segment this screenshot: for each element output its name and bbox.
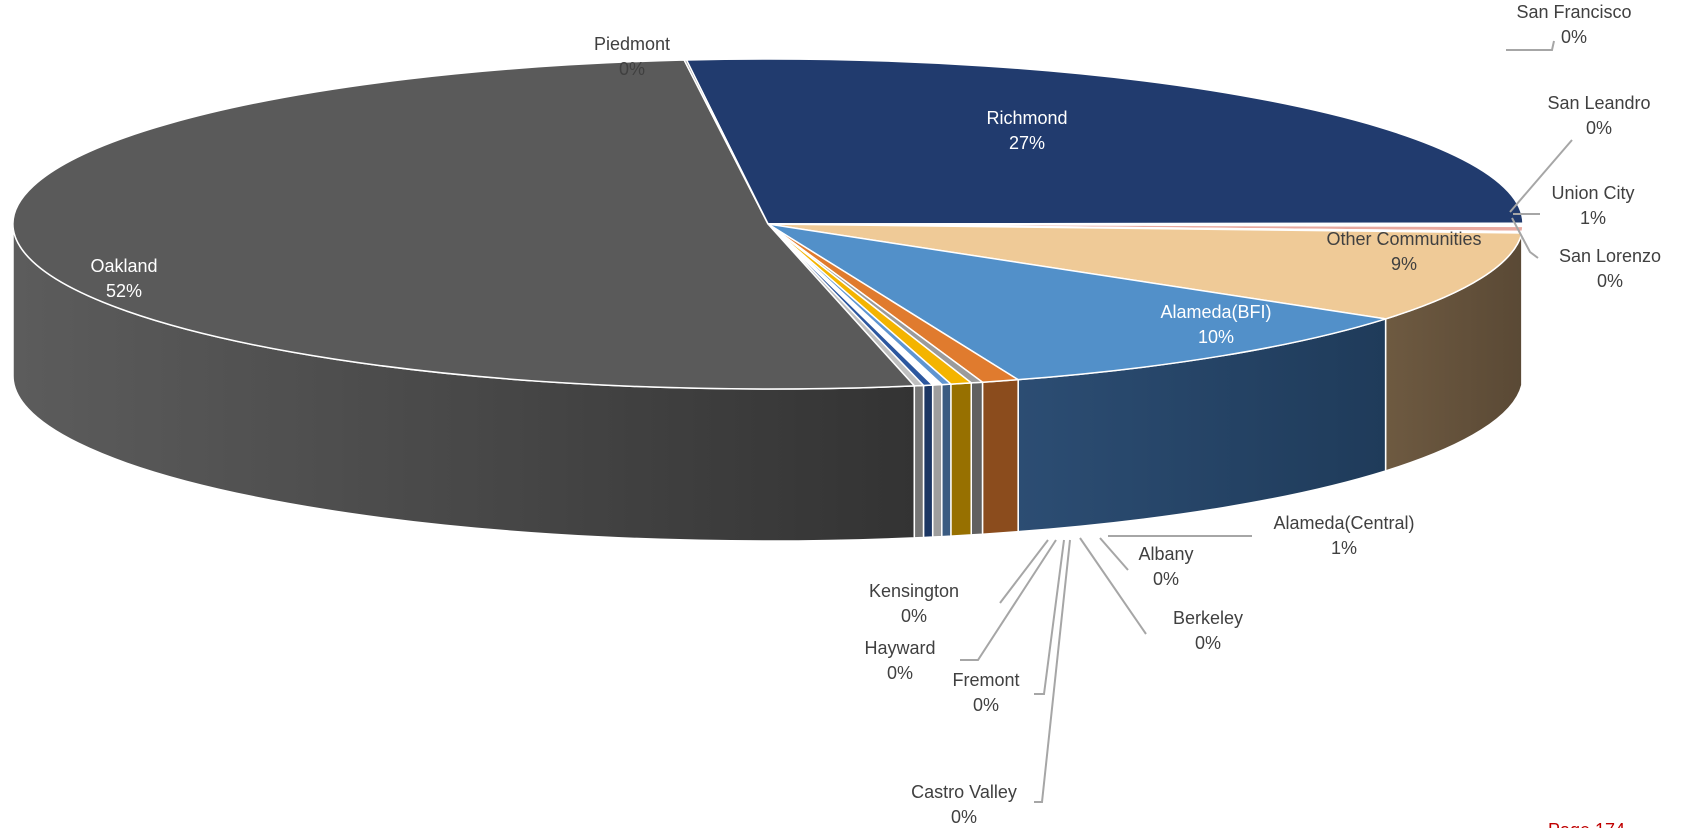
label-name-alameda-central: Alameda(Central) [1273,513,1414,533]
slice-alameda-bfi [767,223,1386,381]
label-value-piedmont: 0% [619,59,645,79]
label-value-berkeley: 0% [1195,633,1221,653]
slice-richmond [685,58,1524,225]
pie-slices [12,58,1524,390]
label-name-san-lorenzo: San Lorenzo [1559,246,1661,266]
label-name-piedmont: Piedmont [594,34,670,54]
label-name-other-communities: Other Communities [1326,229,1481,249]
label-value-san-leandro: 0% [1586,118,1612,138]
leader-berkeley [1079,537,1147,635]
pie-sides [12,223,1524,542]
label-name-castro-valley: Castro Valley [911,782,1017,802]
leader-san-francisco [1506,40,1555,51]
label-value-kensington: 0% [901,606,927,626]
label-piedmont: Piedmont 0% [594,34,670,79]
leader-fremont [1034,539,1065,695]
label-name-oakland: Oakland [90,256,157,276]
label-name-fremont: Fremont [952,670,1019,690]
label-name-alameda-bfi: Alameda(BFI) [1160,302,1271,322]
label-value-alameda-central: 1% [1331,538,1357,558]
label-berkeley: Berkeley 0% [1173,608,1243,653]
leader-san-leandro [1509,139,1573,213]
label-value-alameda-bfi: 10% [1198,327,1234,347]
label-value-hayward: 0% [887,663,913,683]
side-hayward [922,384,934,539]
slice-other-communities [767,223,1523,320]
label-richmond: Richmond 27% [986,108,1067,153]
label-value-other-communities: 9% [1391,254,1417,274]
leader-lines [960,40,1573,803]
label-fremont: Fremont 0% [952,670,1019,715]
label-kensington: Kensington 0% [869,581,959,626]
leader-hayward [960,539,1057,661]
label-oakland: Oakland 52% [90,256,157,301]
label-name-san-leandro: San Leandro [1547,93,1650,113]
slice-oakland [12,59,916,390]
label-value-union-city: 1% [1580,208,1606,228]
label-hayward: Hayward 0% [864,638,935,683]
label-value-san-lorenzo: 0% [1597,271,1623,291]
slice-piedmont [682,59,769,225]
page-number-mark: Page 174 [1548,820,1625,828]
slice-labels: Richmond 27% San Francisco 0% San Leandro 0% U… [90,2,1661,827]
label-san-lorenzo: San Lorenzo 0% [1559,246,1661,291]
leader-kensington [999,539,1049,604]
label-san-francisco: San Francisco 0% [1516,2,1631,47]
label-albany: Albany 0% [1138,544,1193,589]
label-other-communities: Other Communities 9% [1326,229,1481,274]
label-alameda-central: Alameda(Central) 1% [1273,513,1414,558]
label-value-oakland: 52% [106,281,142,301]
label-name-san-francisco: San Francisco [1516,2,1631,22]
label-name-hayward: Hayward [864,638,935,658]
label-value-albany: 0% [1153,569,1179,589]
side-albany [970,381,984,536]
label-union-city: Union City 1% [1551,183,1634,228]
label-name-richmond: Richmond [986,108,1067,128]
label-name-albany: Albany [1138,544,1193,564]
side-alameda-central [981,378,1019,536]
label-san-leandro: San Leandro 0% [1547,93,1650,138]
label-name-union-city: Union City [1551,183,1634,203]
label-value-fremont: 0% [973,695,999,715]
side-berkeley [950,382,973,537]
label-name-kensington: Kensington [869,581,959,601]
label-name-berkeley: Berkeley [1173,608,1243,628]
side-kensington [913,384,925,539]
side-fremont [941,383,952,538]
leader-albany [1099,537,1129,571]
leader-castro-valley [1034,539,1071,803]
side-castro-valley [931,383,943,538]
label-value-richmond: 27% [1009,133,1045,153]
label-castro-valley: Castro Valley 0% [911,782,1017,827]
label-alameda-bfi: Alameda(BFI) 10% [1160,302,1271,347]
label-value-castro-valley: 0% [951,807,977,827]
label-value-san-francisco: 0% [1561,27,1587,47]
leader-san-lorenzo [1511,217,1539,259]
